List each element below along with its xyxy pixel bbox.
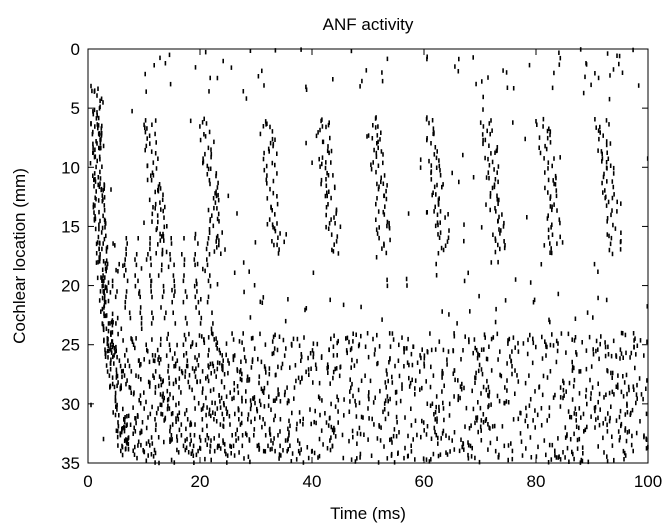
y-tick-label: 15 xyxy=(61,217,80,236)
y-axis-label: Cochlear location (mm) xyxy=(10,168,29,344)
y-tick-label: 20 xyxy=(61,277,80,296)
x-axis: 0 20 40 60 80 100 xyxy=(83,49,662,491)
y-tick-label: 30 xyxy=(61,395,80,414)
chart-title: ANF activity xyxy=(323,15,414,34)
x-tick-label: 0 xyxy=(83,472,92,491)
x-axis-label: Time (ms) xyxy=(330,504,406,523)
y-tick-label: 0 xyxy=(71,40,80,59)
plot-frame xyxy=(87,48,649,464)
x-tick-label: 80 xyxy=(527,472,546,491)
y-tick-label: 35 xyxy=(61,454,80,473)
y-tick-label: 10 xyxy=(61,158,80,177)
y-tick-label: 25 xyxy=(61,336,80,355)
y-axis: 0 5 10 15 20 25 30 35 xyxy=(61,40,648,473)
spike-raster xyxy=(89,47,649,466)
x-tick-label: 60 xyxy=(415,472,434,491)
x-tick-label: 40 xyxy=(303,472,322,491)
y-tick-label: 5 xyxy=(71,99,80,118)
x-tick-label: 20 xyxy=(191,472,210,491)
x-tick-label: 100 xyxy=(634,472,662,491)
